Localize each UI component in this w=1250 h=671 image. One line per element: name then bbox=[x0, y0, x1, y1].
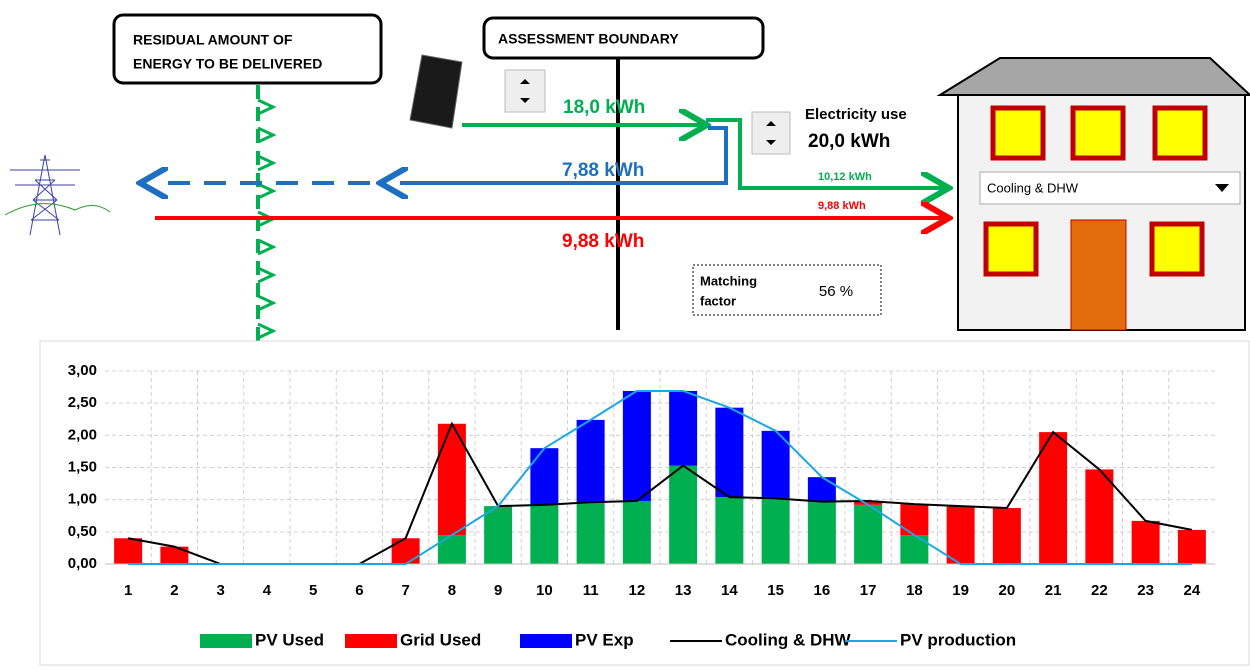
legend-swatch bbox=[345, 634, 397, 648]
bar bbox=[761, 430, 790, 499]
bar bbox=[946, 506, 975, 564]
x-tick-label: 23 bbox=[1137, 582, 1154, 599]
bar bbox=[576, 419, 605, 503]
pylon-icon bbox=[4, 154, 111, 236]
matching-label: Matching bbox=[700, 273, 757, 288]
legend-label: Cooling & DHW bbox=[725, 630, 852, 649]
bar bbox=[622, 500, 651, 564]
x-tick-label: 18 bbox=[906, 582, 923, 599]
x-tick-label: 4 bbox=[263, 582, 272, 599]
line bbox=[128, 389, 1192, 565]
x-tick-label: 1 bbox=[124, 582, 132, 599]
house-door bbox=[1070, 219, 1127, 331]
bar bbox=[391, 538, 420, 564]
x-tick-label: 10 bbox=[536, 582, 553, 599]
residual-text: ENERGY TO BE DELIVERED bbox=[133, 56, 322, 72]
bar bbox=[1085, 469, 1114, 564]
bar bbox=[854, 504, 883, 564]
matching-label: factor bbox=[700, 293, 736, 308]
bar bbox=[669, 465, 698, 564]
residual-text: RESIDUAL AMOUNT OF bbox=[133, 32, 293, 48]
house-roof bbox=[936, 57, 1250, 96]
solar-panel bbox=[409, 54, 463, 129]
bar bbox=[484, 506, 513, 564]
x-tick-label: 16 bbox=[814, 582, 831, 599]
x-tick-label: 11 bbox=[583, 582, 599, 599]
bar bbox=[807, 477, 836, 502]
bar bbox=[160, 546, 189, 564]
pv-used-small: 10,12 kWh bbox=[818, 171, 872, 183]
y-tick-label: 3,00 bbox=[68, 362, 97, 379]
x-tick-label: 3 bbox=[216, 582, 224, 599]
legend-label: PV Used bbox=[255, 630, 324, 649]
house-windows bbox=[983, 105, 1208, 277]
bar bbox=[1177, 529, 1206, 564]
bar bbox=[992, 508, 1021, 564]
x-tick-label: 17 bbox=[860, 582, 877, 599]
pv-exported: 7,88 kWh bbox=[562, 160, 644, 181]
bar bbox=[669, 390, 698, 466]
matching-box bbox=[692, 264, 882, 316]
bar bbox=[807, 501, 836, 564]
y-tick-label: 1,50 bbox=[68, 458, 97, 475]
use-label: Electricity use bbox=[805, 106, 907, 123]
x-tick-label: 2 bbox=[170, 582, 178, 599]
x-tick-label: 8 bbox=[448, 582, 456, 599]
legend-swatch bbox=[200, 634, 252, 648]
x-tick-label: 12 bbox=[629, 582, 646, 599]
use-value: 20,0 kWh bbox=[808, 131, 890, 152]
bar bbox=[530, 448, 559, 505]
bar bbox=[900, 535, 929, 564]
x-tick-label: 6 bbox=[355, 582, 363, 599]
x-tick-label: 22 bbox=[1091, 582, 1108, 599]
grid-used-small: 9,88 kWh bbox=[818, 200, 866, 212]
grid-delivered: 9,88 kWh bbox=[562, 231, 644, 252]
boundary-box bbox=[482, 16, 765, 60]
bar bbox=[530, 504, 559, 564]
legend-swatch bbox=[520, 634, 572, 648]
x-tick-label: 20 bbox=[999, 582, 1016, 599]
bar bbox=[576, 502, 605, 564]
pv-generation: 18,0 kWh bbox=[563, 97, 645, 118]
dropdown[interactable]: Cooling & DHW bbox=[979, 171, 1241, 205]
y-tick-label: 2,00 bbox=[68, 426, 97, 443]
bar bbox=[1131, 520, 1160, 564]
x-tick-label: 21 bbox=[1045, 582, 1062, 599]
bar bbox=[761, 498, 790, 564]
x-tick-label: 19 bbox=[952, 582, 969, 599]
bar bbox=[715, 497, 744, 564]
x-tick-label: 24 bbox=[1184, 582, 1201, 599]
x-tick-label: 15 bbox=[767, 582, 784, 599]
x-tick-label: 5 bbox=[309, 582, 317, 599]
bar bbox=[114, 538, 143, 564]
legend-label: PV Exp bbox=[575, 630, 634, 649]
legend-label: PV production bbox=[900, 630, 1016, 649]
legend-label: Grid Used bbox=[400, 630, 481, 649]
y-tick-label: 0,50 bbox=[68, 523, 97, 540]
x-tick-label: 13 bbox=[675, 582, 692, 599]
dropdown-text: Cooling & DHW bbox=[987, 180, 1079, 195]
bar bbox=[854, 500, 883, 505]
bar bbox=[622, 390, 651, 501]
y-tick-label: 0,00 bbox=[68, 555, 97, 572]
pv-used-arrow bbox=[706, 118, 945, 188]
x-tick-label: 9 bbox=[494, 582, 502, 599]
y-tick-label: 2,50 bbox=[68, 394, 97, 411]
use-spinner[interactable] bbox=[751, 111, 791, 155]
y-tick-label: 1,00 bbox=[68, 491, 97, 508]
residual-box bbox=[112, 13, 383, 85]
x-tick-label: 7 bbox=[401, 582, 409, 599]
pv-spinner[interactable] bbox=[504, 69, 546, 113]
export-arrow bbox=[400, 126, 728, 183]
bar bbox=[900, 504, 929, 536]
bar bbox=[1039, 432, 1068, 564]
chart: 0,000,501,001,502,002,503,001 2 3 4 5 6 7 8 9 10 1… bbox=[68, 362, 1215, 649]
x-tick-label: 14 bbox=[721, 582, 738, 599]
bar bbox=[437, 535, 466, 564]
diagram: RESIDUAL AMOUNT OF ENERGY TO BE DELIVERE… bbox=[4, 13, 1250, 345]
boundary-text: ASSESSMENT BOUNDARY bbox=[498, 31, 679, 47]
matching-value: 56 % bbox=[819, 283, 853, 300]
bar bbox=[715, 407, 744, 498]
